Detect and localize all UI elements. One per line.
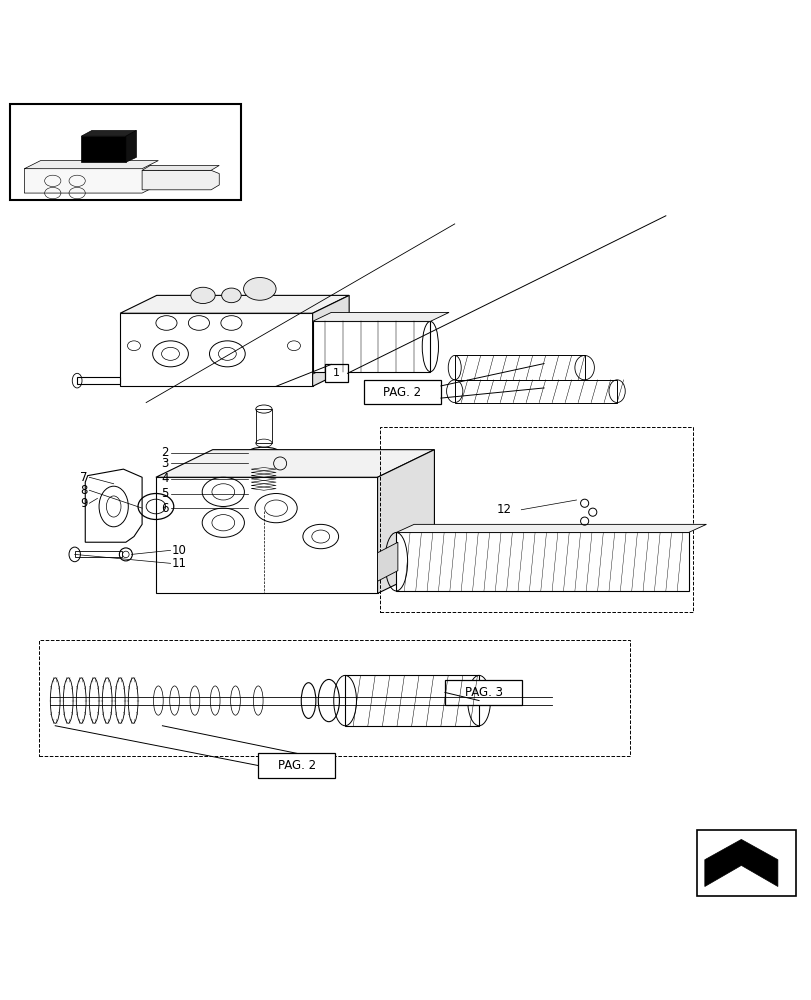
Polygon shape (24, 161, 158, 169)
Text: 8: 8 (80, 484, 88, 497)
Polygon shape (396, 532, 688, 591)
Text: 4: 4 (161, 472, 169, 485)
Bar (258, 753, 335, 778)
Polygon shape (142, 170, 219, 190)
Bar (380, 427, 692, 612)
Polygon shape (396, 524, 706, 532)
Polygon shape (120, 313, 312, 386)
Polygon shape (77, 377, 120, 384)
Polygon shape (156, 477, 377, 593)
Polygon shape (704, 839, 777, 887)
Ellipse shape (243, 278, 276, 300)
Bar (255, 409, 272, 443)
Polygon shape (81, 131, 136, 136)
Text: 1: 1 (333, 368, 339, 378)
Bar (696, 830, 795, 896)
Text: 7: 7 (80, 471, 88, 484)
Polygon shape (85, 469, 142, 542)
Bar (75, 551, 122, 557)
Bar (444, 680, 521, 705)
Polygon shape (251, 500, 277, 516)
Polygon shape (156, 450, 434, 477)
Text: PAG. 2: PAG. 2 (383, 386, 421, 399)
Ellipse shape (221, 288, 241, 303)
Polygon shape (120, 295, 349, 313)
Polygon shape (81, 136, 126, 162)
Text: 10: 10 (172, 544, 187, 557)
Polygon shape (377, 542, 397, 581)
Polygon shape (312, 321, 430, 372)
Polygon shape (312, 295, 349, 386)
Ellipse shape (191, 287, 215, 303)
Polygon shape (24, 162, 158, 193)
Polygon shape (454, 355, 584, 380)
Text: PAG. 2: PAG. 2 (277, 759, 315, 772)
Text: 2: 2 (161, 446, 169, 459)
Text: 6: 6 (161, 502, 169, 515)
Polygon shape (454, 380, 616, 403)
Bar (363, 380, 440, 404)
Bar (324, 364, 347, 382)
Text: 11: 11 (172, 557, 187, 570)
Text: 5: 5 (161, 487, 169, 500)
Text: 9: 9 (80, 497, 88, 510)
Polygon shape (142, 165, 219, 170)
Text: 3: 3 (161, 457, 169, 470)
Polygon shape (312, 312, 448, 321)
Text: 12: 12 (496, 503, 511, 516)
Polygon shape (126, 131, 136, 162)
Bar (10, 104, 241, 200)
Bar (39, 640, 629, 756)
Polygon shape (312, 328, 349, 374)
Text: PAG. 3: PAG. 3 (464, 686, 502, 699)
Polygon shape (345, 675, 478, 726)
Polygon shape (377, 450, 434, 593)
